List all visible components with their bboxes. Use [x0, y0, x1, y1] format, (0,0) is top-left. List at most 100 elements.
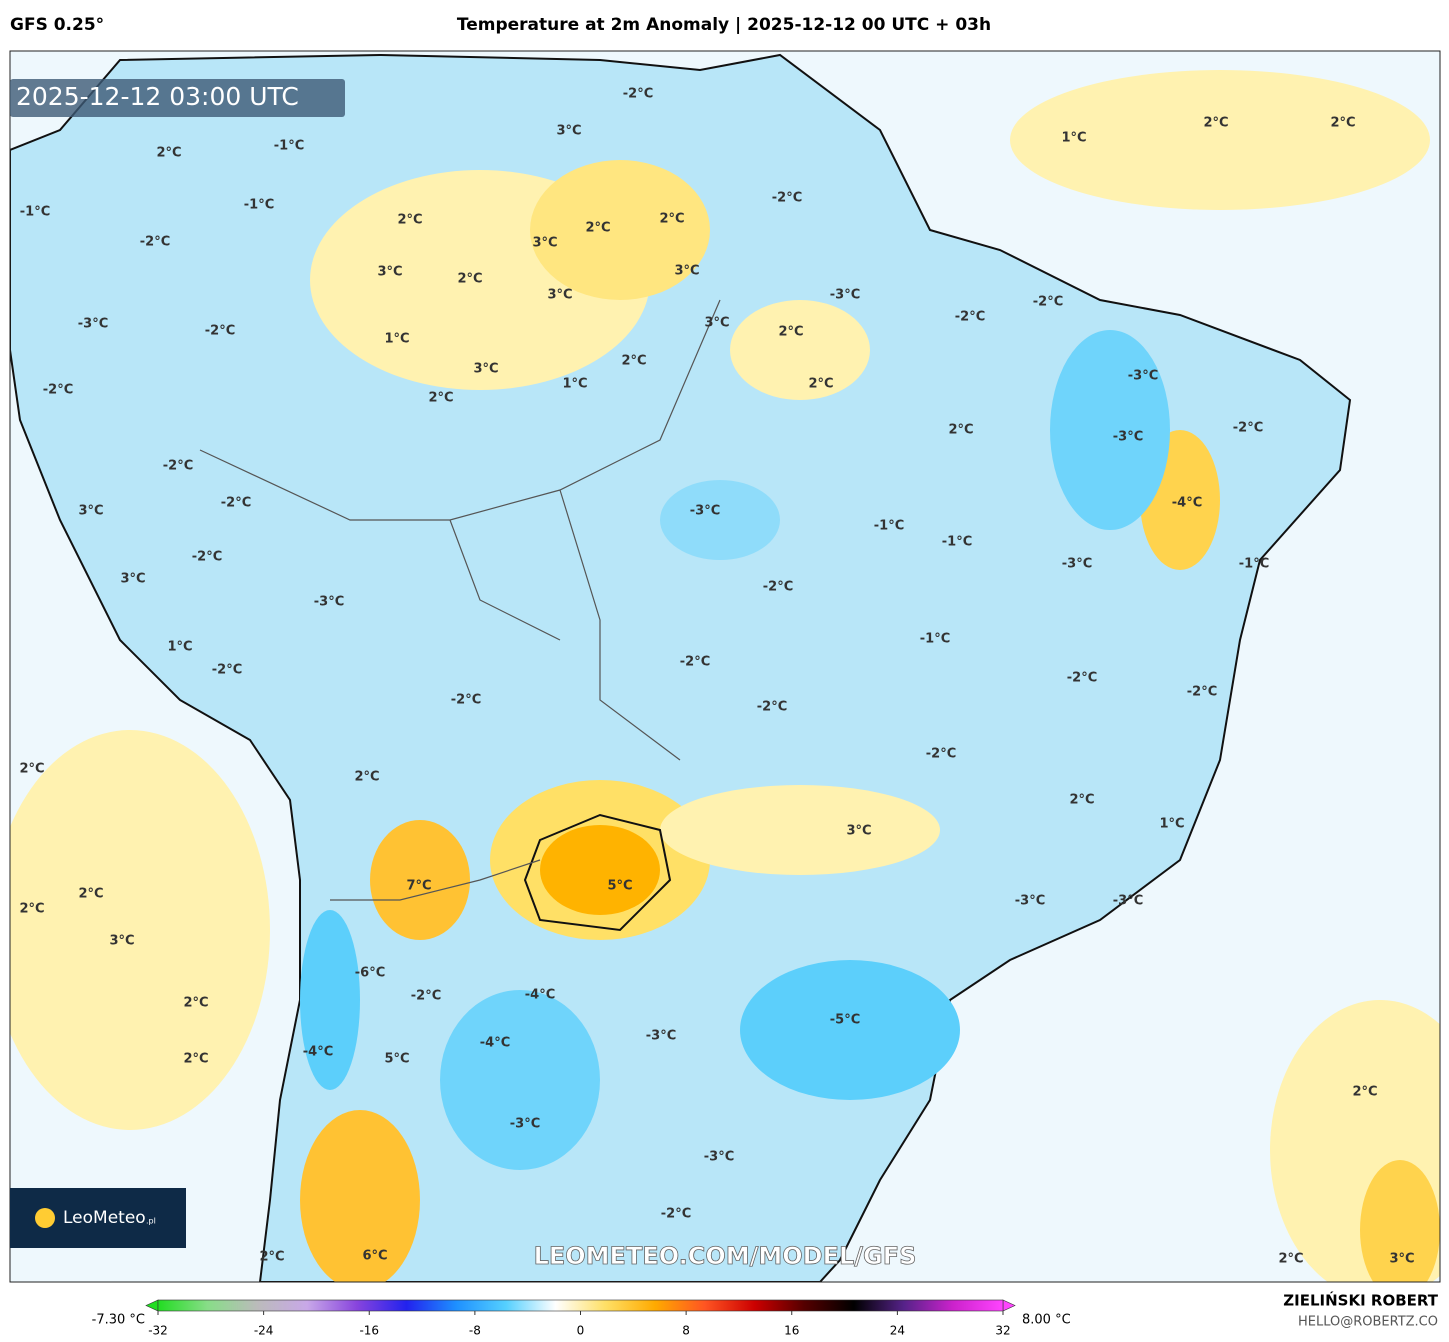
contour-label: 1°C [1061, 131, 1086, 146]
contour-label: 2°C [808, 377, 833, 392]
colorbar-min-label: -7.30 °C [92, 1313, 145, 1328]
contour-label: 2°C [1330, 116, 1355, 131]
contour-label: 2°C [585, 221, 610, 236]
contour-label: 1°C [384, 332, 409, 347]
contour-label: -4°C [525, 988, 555, 1003]
logo-suffix: .pl [146, 1217, 156, 1226]
contour-label: 2°C [1203, 116, 1228, 131]
contour-label: -4°C [1172, 496, 1202, 511]
contour-label: 2°C [259, 1250, 284, 1265]
contour-label: -2°C [205, 324, 235, 339]
contour-label: -1°C [20, 205, 50, 220]
watermark: LEOMETEO.COM/MODEL/GFS [534, 1242, 917, 1270]
colorbar-tick-label: -24 [254, 1324, 274, 1338]
colorbar-tick-label: 16 [784, 1324, 799, 1338]
contour-label: 3°C [120, 572, 145, 587]
contour-label: 1°C [167, 640, 192, 655]
map-title: Temperature at 2m Anomaly | 2025-12-12 0… [457, 15, 991, 35]
contour-label: -3°C [314, 595, 344, 610]
contour-label: -4°C [480, 1036, 510, 1051]
contour-label: 2°C [183, 1052, 208, 1067]
contour-label: 3°C [547, 288, 572, 303]
contour-label: 3°C [473, 362, 498, 377]
contour-label: 5°C [607, 879, 632, 894]
colorbar-tick-label: 24 [890, 1324, 905, 1338]
colorbar-arrow-high [1002, 1299, 1016, 1312]
contour-label: 3°C [377, 265, 402, 280]
contour-label: 3°C [1389, 1252, 1414, 1267]
colorbar-tick-label: -8 [469, 1324, 481, 1338]
contour-label: -2°C [1233, 421, 1263, 436]
colorbar-tick-label: -32 [148, 1324, 168, 1338]
contour-label: -2°C [192, 550, 222, 565]
contour-label: -2°C [1033, 295, 1063, 310]
contour-label: 2°C [621, 354, 646, 369]
contour-label: 2°C [1278, 1252, 1303, 1267]
contour-label: -3°C [78, 317, 108, 332]
contour-label: 2°C [78, 887, 103, 902]
contour-label: -2°C [212, 663, 242, 678]
contour-label: 2°C [397, 213, 422, 228]
contour-label: 2°C [156, 146, 181, 161]
contour-label: -3°C [704, 1150, 734, 1165]
contour-label: -5°C [830, 1013, 860, 1028]
contour-label: 2°C [659, 212, 684, 227]
contour-label: 2°C [1352, 1085, 1377, 1100]
contour-label: -1°C [942, 535, 972, 550]
contour-label: -2°C [763, 580, 793, 595]
contour-label: -3°C [510, 1117, 540, 1132]
colorbar-max-label: 8.00 °C [1022, 1313, 1071, 1328]
colorbar-arrow-low [145, 1299, 159, 1312]
contour-label: 2°C [428, 391, 453, 406]
contour-label: -3°C [1113, 894, 1143, 909]
contour-label: 3°C [556, 124, 581, 139]
contour-label: 1°C [562, 377, 587, 392]
contour-label: 2°C [948, 423, 973, 438]
contour-label: 2°C [19, 902, 44, 917]
contour-label: 3°C [674, 264, 699, 279]
credits-name: ZIELIŃSKI ROBERT [1283, 1291, 1438, 1310]
contour-label: -2°C [451, 693, 481, 708]
contour-label: -4°C [303, 1045, 333, 1060]
contour-label: 1°C [1159, 817, 1184, 832]
contour-label: 2°C [183, 996, 208, 1011]
contour-label: -3°C [1128, 369, 1158, 384]
model-name: GFS 0.25° [10, 15, 104, 35]
contour-label: -6°C [355, 966, 385, 981]
contour-label: -2°C [772, 191, 802, 206]
contour-label: -1°C [1239, 557, 1269, 572]
contour-label: -1°C [274, 139, 304, 154]
contour-label: -2°C [1067, 671, 1097, 686]
contour-label: -3°C [1113, 430, 1143, 445]
contour-label: -1°C [874, 519, 904, 534]
contour-label: -2°C [926, 747, 956, 762]
contour-label: 3°C [704, 316, 729, 331]
contour-label: -2°C [140, 235, 170, 250]
colorbar-tick-label: 32 [995, 1324, 1010, 1338]
contour-label: 5°C [384, 1052, 409, 1067]
contour-label: 6°C [362, 1249, 387, 1264]
colorbar-tick-label: -16 [359, 1324, 379, 1338]
map: -2°C 3°C -1°C 2°C -1°C -1°C -2°C 2°C 3°C 2°C 2°C -2… [10, 51, 1440, 1282]
contour-label: -1°C [244, 198, 274, 213]
contour-label: 3°C [532, 236, 557, 251]
contour-label: -2°C [955, 310, 985, 325]
contour-label: -2°C [757, 700, 787, 715]
contour-label: 2°C [778, 325, 803, 340]
contour-label: -2°C [623, 87, 653, 102]
colorbar-tick-label: 8 [682, 1324, 690, 1338]
contour-label: -2°C [680, 655, 710, 670]
colorbar [157, 1299, 1004, 1312]
contour-label: 2°C [19, 762, 44, 777]
contour-label: 3°C [846, 824, 871, 839]
contour-label: -2°C [411, 989, 441, 1004]
contour-label: 3°C [78, 504, 103, 519]
contour-label: -2°C [1187, 685, 1217, 700]
contour-label: -2°C [221, 496, 251, 511]
contour-label: -3°C [830, 288, 860, 303]
colorbar-tick-label: 0 [577, 1324, 585, 1338]
contour-label: 7°C [406, 879, 431, 894]
contour-label: 2°C [1069, 793, 1094, 808]
